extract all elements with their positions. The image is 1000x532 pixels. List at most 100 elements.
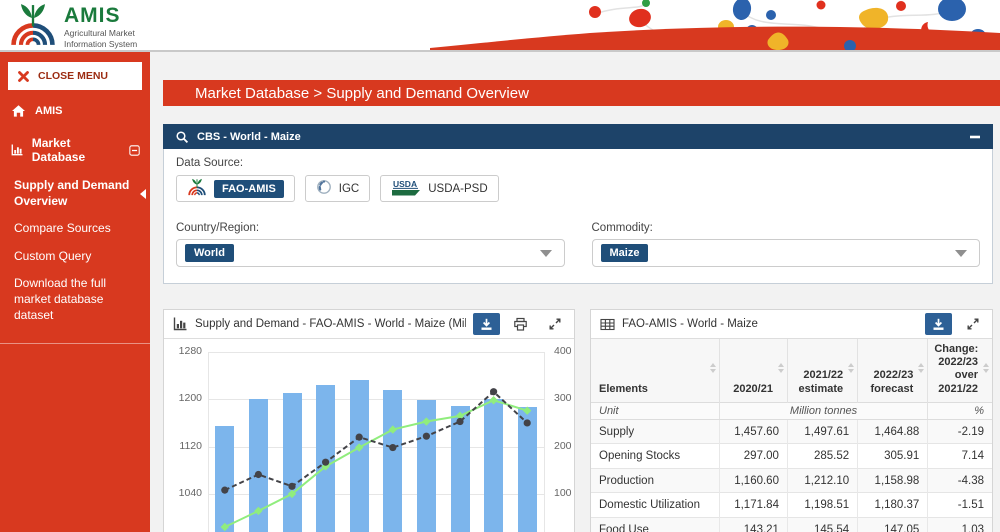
top-header: AMIS Agricultural Market Information Sys… xyxy=(0,0,1000,52)
value-cell: -1.51 xyxy=(928,493,992,518)
value-cell: 1,158.98 xyxy=(858,468,928,493)
element-cell: Domestic Utilization xyxy=(591,493,719,518)
decorative-banner-graphic xyxy=(430,0,1000,50)
sidebar-item-supply-and-demand-overview[interactable]: Supply and Demand Overview xyxy=(0,172,150,215)
download-icon xyxy=(479,317,494,332)
amis-logo[interactable]: AMIS Agricultural Market Information Sys… xyxy=(8,2,137,52)
chart-marker xyxy=(524,419,531,426)
unit-value: Million tonnes xyxy=(719,402,928,419)
element-cell: Opening Stocks xyxy=(591,444,719,469)
column-label: Change: 2022/23 over 2021/22 xyxy=(934,343,978,395)
column-header-2021-22[interactable]: 2021/22 estimate xyxy=(787,339,857,402)
filter-panel-body: Data Source: FAO-AMISIGCUSDAUSDA-PSD Cou… xyxy=(163,149,993,284)
table-icon xyxy=(600,318,615,331)
logo-subtitle: Agricultural Market Information System xyxy=(64,28,137,49)
chart-panel: Supply and Demand - FAO-AMIS - World - M… xyxy=(163,309,575,532)
element-cell: Production xyxy=(591,468,719,493)
svg-text:USDA: USDA xyxy=(393,179,417,189)
download-icon xyxy=(931,317,946,332)
sidebar: CLOSE MENU AMIS Market Database Supply a… xyxy=(0,52,150,532)
table-row-food-use: Food Use143.21145.54147.051.03 xyxy=(591,517,992,532)
table-expand-button[interactable] xyxy=(959,313,986,335)
chevron-down-icon xyxy=(540,250,552,257)
sidebar-divider xyxy=(0,343,150,344)
home-icon xyxy=(11,104,26,118)
sidebar-item-custom-query[interactable]: Custom Query xyxy=(0,243,150,271)
chart-marker xyxy=(456,418,463,425)
value-cell: 1,497.61 xyxy=(787,419,857,444)
table-download-button[interactable] xyxy=(925,313,952,335)
data-source-button-igc[interactable]: IGC xyxy=(305,175,370,202)
amis-logo-icon xyxy=(8,2,58,52)
sidebar-item-label: Custom Query xyxy=(14,249,146,265)
column-header-2022-23[interactable]: 2022/23 forecast xyxy=(858,339,928,402)
filter-panel-header[interactable]: CBS - World - Maize xyxy=(163,124,993,149)
country-value-badge: World xyxy=(185,244,234,262)
close-icon xyxy=(18,71,29,82)
chart-expand-button[interactable] xyxy=(541,313,568,335)
chart-marker xyxy=(389,444,396,451)
commodity-label: Commodity: xyxy=(592,222,981,234)
sidebar-item-market-database[interactable]: Market Database xyxy=(0,126,150,172)
chart-marker xyxy=(255,471,262,478)
data-source-label: Data Source: xyxy=(176,157,980,169)
chart-panel-header: Supply and Demand - FAO-AMIS - World - M… xyxy=(164,310,574,339)
bar-chart-icon xyxy=(173,317,188,331)
search-icon xyxy=(175,130,189,144)
supply-demand-table: Elements 2020/21 2021/22 estimate 2022/23 f… xyxy=(591,339,992,532)
close-menu-button[interactable]: CLOSE MENU xyxy=(8,62,142,90)
filter-panel: CBS - World - Maize Data Source: FAO-AMI… xyxy=(163,124,993,284)
value-cell: 305.91 xyxy=(858,444,928,469)
table-row-domestic-utilization: Domestic Utilization1,171.841,198.511,18… xyxy=(591,493,992,518)
breadcrumb: Market Database > Supply and Demand Over… xyxy=(163,80,1000,106)
table-header-row: Elements 2020/21 2021/22 estimate 2022/23 f… xyxy=(591,339,992,402)
logo-title: AMIS xyxy=(64,5,137,26)
commodity-select[interactable]: Maize xyxy=(592,239,981,267)
sidebar-item-label: Compare Sources xyxy=(14,221,146,237)
country-select[interactable]: World xyxy=(176,239,565,267)
data-source-button-usda-psd[interactable]: USDA USDA-PSD xyxy=(380,175,498,202)
value-cell: -4.38 xyxy=(928,468,992,493)
table-panel-header: FAO-AMIS - World - Maize xyxy=(591,310,992,339)
supply-demand-chart[interactable]: 1280400120030011202001040100 xyxy=(164,339,574,532)
sidebar-home-label: AMIS xyxy=(35,105,63,117)
filter-panel-title: CBS - World - Maize xyxy=(197,131,301,143)
column-label: 2020/21 xyxy=(733,383,773,395)
sidebar-item-download-the-full-market-database-datase[interactable]: Download the full market database datase… xyxy=(0,270,150,329)
logo-text: AMIS Agricultural Market Information Sys… xyxy=(64,2,137,49)
chart-marker xyxy=(221,487,228,494)
sort-icon[interactable] xyxy=(848,363,854,373)
data-source-buttons: FAO-AMIS IGC USDA USDA-PSD xyxy=(176,175,980,202)
chart-marker xyxy=(322,459,329,466)
source-label: IGC xyxy=(339,183,359,195)
sort-icon[interactable] xyxy=(710,363,716,373)
sort-icon[interactable] xyxy=(983,363,989,373)
page: AMIS Agricultural Market Information Sys… xyxy=(0,0,1000,532)
sort-icon[interactable] xyxy=(778,363,784,373)
value-cell: 7.14 xyxy=(928,444,992,469)
source-label: USDA-PSD xyxy=(428,183,487,195)
sort-icon[interactable] xyxy=(918,363,924,373)
value-cell: 147.05 xyxy=(858,517,928,532)
chart-download-button[interactable] xyxy=(473,313,500,335)
chart-marker xyxy=(489,396,497,404)
sidebar-item-label: Download the full market database datase… xyxy=(14,276,146,323)
collapse-panel-icon[interactable] xyxy=(969,135,981,139)
igc-globe-icon xyxy=(316,179,332,198)
value-cell: 1,171.84 xyxy=(719,493,787,518)
sidebar-item-compare-sources[interactable]: Compare Sources xyxy=(0,215,150,243)
sidebar-subitems: Supply and Demand Overview Compare Source… xyxy=(0,172,150,329)
print-icon xyxy=(513,317,528,332)
table-title: FAO-AMIS - World - Maize xyxy=(622,318,918,330)
collapse-section-icon[interactable] xyxy=(129,144,140,157)
chart-print-button[interactable] xyxy=(507,313,534,335)
sidebar-item-amis[interactable]: AMIS xyxy=(0,94,150,126)
column-header-elements[interactable]: Elements xyxy=(591,339,719,402)
value-cell: 1,198.51 xyxy=(787,493,857,518)
column-label: 2022/23 forecast xyxy=(871,369,914,394)
data-source-button-fao-amis[interactable]: FAO-AMIS xyxy=(176,175,295,202)
value-cell: 285.52 xyxy=(787,444,857,469)
column-header-change[interactable]: Change: 2022/23 over 2021/22 xyxy=(928,339,992,402)
value-cell: 143.21 xyxy=(719,517,787,532)
column-header-2020-21[interactable]: 2020/21 xyxy=(719,339,787,402)
